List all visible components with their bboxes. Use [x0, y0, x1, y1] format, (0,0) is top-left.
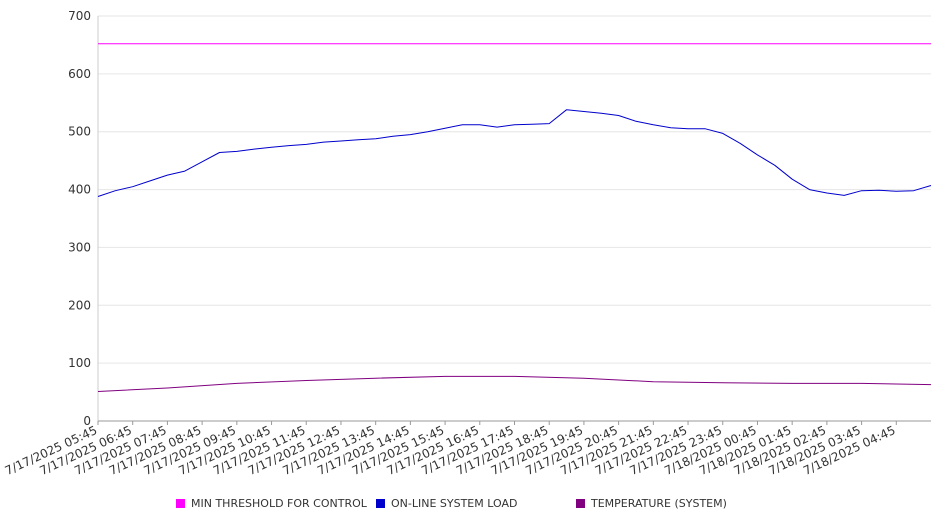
- legend-swatch-temperature: [576, 499, 585, 508]
- y-tick-label-0: 0: [83, 414, 91, 428]
- legend-label-min-threshold: MIN THRESHOLD FOR CONTROL: [191, 497, 367, 510]
- y-axis-tick-labels: 0 100 200 300 400 500 600 700: [68, 9, 91, 428]
- legend-label-online-system-load: ON-LINE SYSTEM LOAD: [391, 497, 518, 510]
- legend-item-temperature[interactable]: TEMPERATURE (SYSTEM): [576, 497, 727, 510]
- y-tick-label-400: 400: [68, 183, 91, 197]
- series-lines: [97, 43, 932, 392]
- legend-swatch-online-system-load: [376, 499, 385, 508]
- legend-item-min-threshold[interactable]: MIN THRESHOLD FOR CONTROL: [176, 497, 367, 510]
- y-tick-label-700: 700: [68, 9, 91, 23]
- x-axis-tick-labels: 7/17/2025 05:457/17/2025 06:457/17/2025 …: [3, 423, 898, 478]
- y-tick-label-300: 300: [68, 240, 91, 254]
- legend-item-online-system-load[interactable]: ON-LINE SYSTEM LOAD: [376, 497, 517, 510]
- legend: MIN THRESHOLD FOR CONTROL ON-LINE SYSTEM…: [0, 497, 946, 517]
- series-line-online-system-load: [97, 109, 932, 197]
- legend-label-temperature: TEMPERATURE (SYSTEM): [591, 497, 727, 510]
- legend-swatch-min-threshold: [176, 499, 185, 508]
- y-tick-label-600: 600: [68, 67, 91, 81]
- y-tick-label-200: 200: [68, 298, 91, 312]
- y-tick-label-500: 500: [68, 125, 91, 139]
- series-line-temperature: [97, 375, 932, 392]
- grid-lines: [98, 15, 931, 364]
- y-tick-label-100: 100: [68, 356, 91, 370]
- axes: [97, 16, 931, 425]
